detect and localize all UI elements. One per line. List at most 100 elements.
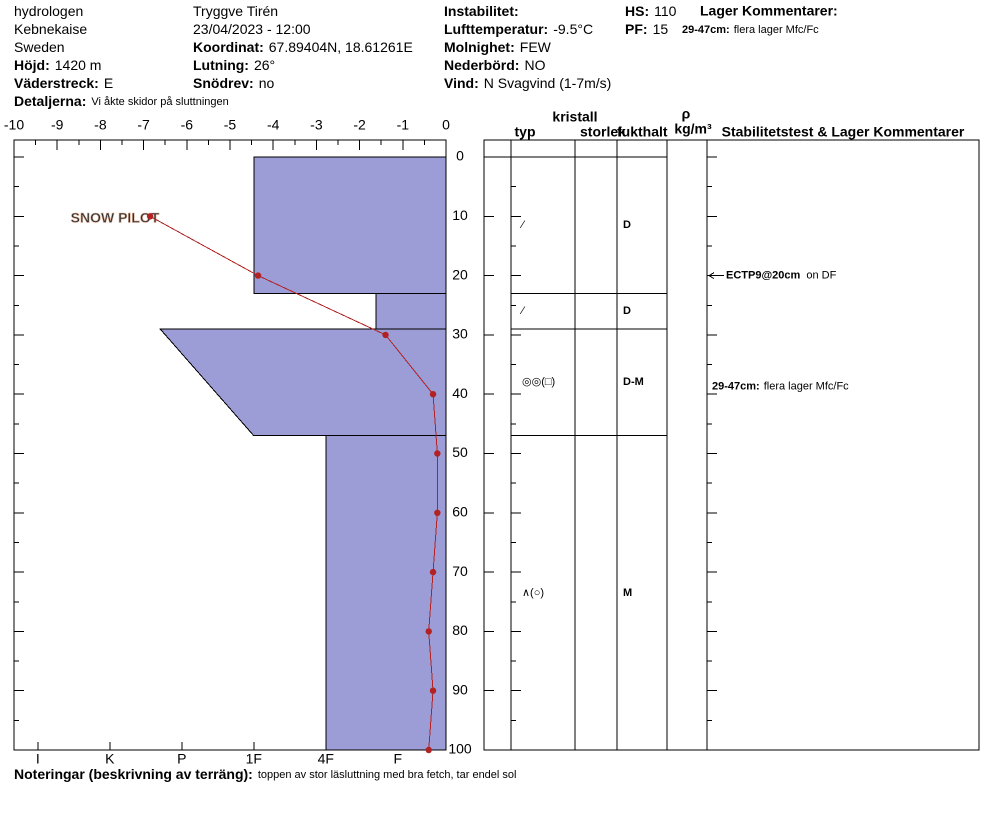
- field: Höjd: 1420 m: [14, 57, 101, 73]
- field-label: PF:: [625, 21, 648, 37]
- temperature-point: [146, 213, 154, 220]
- hardness-layer: [159, 328, 447, 437]
- layer-comment: 29-47cm: flera lager Mfc/Fc: [712, 380, 849, 392]
- field-value: toppen av stor läsluttning med bra fetch…: [258, 769, 517, 781]
- temp-label: -1: [397, 117, 410, 133]
- hardness-label: P: [177, 751, 186, 767]
- field: Vind: N Svagvind (1-7m/s): [444, 75, 611, 91]
- arrow-head: [708, 272, 715, 280]
- grain-form: ⁄: [519, 305, 526, 317]
- moisture: M: [623, 587, 632, 599]
- comment-label: 29-47cm:: [682, 24, 730, 36]
- field: Sweden: [14, 39, 65, 55]
- field: Lutning: 26°: [193, 57, 275, 73]
- temperature-line: [149, 215, 438, 751]
- depth-label: 10: [452, 207, 468, 223]
- comment-value: flera lager Mfc/Fc: [734, 24, 819, 36]
- field-value: NO: [524, 57, 545, 73]
- col-header: storlek: [580, 124, 626, 140]
- field: PF: 15: [625, 21, 668, 37]
- logo: SNOW PILOT: [71, 210, 160, 226]
- field: Lufttemperatur: -9.5°C: [444, 21, 593, 37]
- field-value: 23/04/2023 - 12:00: [193, 21, 311, 37]
- comment-label: 29-47cm:: [712, 380, 760, 392]
- depth-label: 70: [452, 563, 468, 579]
- field-label: Koordinat:: [193, 39, 264, 55]
- layer-comment: 29-47cm: flera lager Mfc/Fc: [682, 24, 819, 36]
- temperature-point: [434, 509, 441, 516]
- moisture: D: [623, 305, 631, 317]
- depth-label: 90: [452, 681, 468, 697]
- field: Noteringar (beskrivning av terräng): topp…: [14, 766, 516, 782]
- field-label: Lufttemperatur:: [444, 21, 548, 37]
- field-value: E: [104, 75, 113, 91]
- depth-label: 50: [452, 444, 468, 460]
- grain-form: ∧(○): [522, 587, 544, 599]
- field-label: Lutning:: [193, 57, 249, 73]
- field: Molnighet: FEW: [444, 39, 552, 55]
- field: Instabilitet:: [444, 3, 519, 19]
- field-value: Tryggve Tirén: [193, 3, 278, 19]
- field: Tryggve Tirén: [193, 3, 278, 19]
- hardness-layer: [375, 292, 447, 330]
- hardness-label: F: [393, 751, 402, 767]
- depth-label: 20: [452, 266, 468, 282]
- temp-label: -9: [51, 117, 64, 133]
- temperature-point: [425, 628, 432, 635]
- test-comment: on DF: [806, 270, 836, 282]
- temperature-point: [429, 391, 437, 398]
- field-value: Kebnekaise: [14, 21, 87, 37]
- temp-label: -6: [181, 117, 194, 133]
- field: HS: 110: [625, 3, 677, 19]
- col-header: ρ: [682, 106, 691, 122]
- depth-label: 80: [452, 622, 468, 638]
- table-frame: [483, 139, 980, 751]
- temp-label: -2: [353, 117, 366, 133]
- moisture: D-M: [623, 376, 644, 388]
- field: Snödrev: no: [193, 75, 274, 91]
- col-header: Stabilitetstest & Lager Kommentarer: [722, 124, 965, 140]
- test-label: ECTP9@20cm: [726, 270, 801, 282]
- field: Väderstreck: E: [14, 75, 113, 91]
- temperature-point: [425, 746, 432, 754]
- stability-test: ECTP9@20cm on DF: [726, 270, 837, 282]
- field-label: Molnighet:: [444, 39, 515, 55]
- field-label: Väderstreck:: [14, 75, 99, 91]
- depth-label: 0: [456, 148, 464, 164]
- field-label: Snödrev:: [193, 75, 254, 91]
- field-value: -9.5°C: [553, 21, 593, 37]
- temp-label: 0: [442, 117, 450, 133]
- field-value: Sweden: [14, 39, 65, 55]
- field-label: Noteringar (beskrivning av terräng):: [14, 766, 253, 782]
- field-value: hydrologen: [14, 3, 83, 19]
- field-label: Höjd:: [14, 57, 50, 73]
- field-label: HS:: [625, 3, 649, 19]
- table-column-lines: [510, 140, 708, 750]
- col-header: kg/m³: [674, 121, 712, 137]
- temp-label: -5: [224, 117, 237, 133]
- field-value: 1420 m: [55, 57, 102, 73]
- temp-label: -10: [4, 117, 24, 133]
- temperature-point: [429, 687, 437, 694]
- hardness-label: K: [105, 751, 115, 767]
- temp-label: -4: [267, 117, 280, 133]
- field: Nederbörd: NO: [444, 57, 546, 73]
- field-value: Vi åkte skidor på sluttningen: [91, 96, 228, 108]
- temp-label: -8: [94, 117, 107, 133]
- temperature-point: [382, 331, 389, 339]
- grain-form: ◎◎(□): [522, 376, 555, 388]
- field: Detaljerna: Vi åkte skidor på sluttningen: [14, 93, 229, 109]
- grain-form: ⁄: [519, 219, 526, 231]
- temp-label: -3: [310, 117, 323, 133]
- field-label: Detaljerna:: [14, 93, 86, 109]
- temperature-point: [434, 450, 441, 457]
- field-label: Vind:: [444, 75, 479, 91]
- field-label: Instabilitet:: [444, 3, 519, 19]
- field-value: no: [259, 75, 275, 91]
- depth-label: 100: [448, 741, 472, 757]
- comment-value: flera lager Mfc/Fc: [764, 380, 849, 392]
- depth-label: 60: [452, 504, 468, 520]
- hardness-label: 4F: [318, 751, 334, 767]
- field-value: 26°: [254, 57, 275, 73]
